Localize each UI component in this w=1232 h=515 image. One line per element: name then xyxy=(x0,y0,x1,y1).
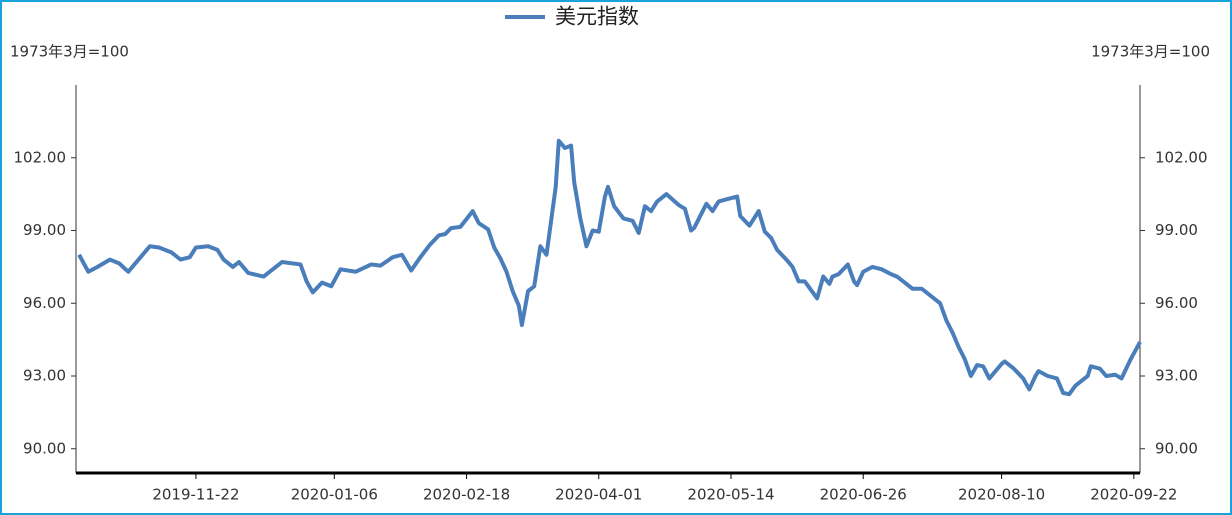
y2-tick-label: 90.00 xyxy=(1155,439,1198,457)
x-tick-label: 2019-11-22 xyxy=(152,486,239,504)
y-tick-label: 96.00 xyxy=(23,294,66,312)
x-tick-label: 2020-09-22 xyxy=(1090,486,1177,504)
x-tick-label: 2020-04-01 xyxy=(555,486,642,504)
y-tick-label: 93.00 xyxy=(23,367,66,385)
x-tick-label: 2020-01-06 xyxy=(291,486,378,504)
y-tick-label: 102.00 xyxy=(14,148,67,166)
x-tick-label: 2020-06-26 xyxy=(820,486,907,504)
x-tick-label: 2020-08-10 xyxy=(958,486,1045,504)
x-tick-label: 2020-05-14 xyxy=(687,486,774,504)
legend-text: 美元指数 xyxy=(555,5,639,29)
y2-axis-label: 1973年3月=100 xyxy=(1091,43,1210,61)
y-axis-label: 1973年3月=100 xyxy=(10,43,129,61)
data-line xyxy=(77,138,1142,397)
y2-tick-label: 99.00 xyxy=(1155,221,1198,239)
y-tick-label: 90.00 xyxy=(23,439,66,457)
y2-tick-label: 96.00 xyxy=(1155,294,1198,312)
y2-tick-label: 102.00 xyxy=(1155,148,1208,166)
y2-tick-label: 93.00 xyxy=(1155,367,1198,385)
x-tick-label: 2020-02-18 xyxy=(423,486,510,504)
y-tick-label: 99.00 xyxy=(23,221,66,239)
